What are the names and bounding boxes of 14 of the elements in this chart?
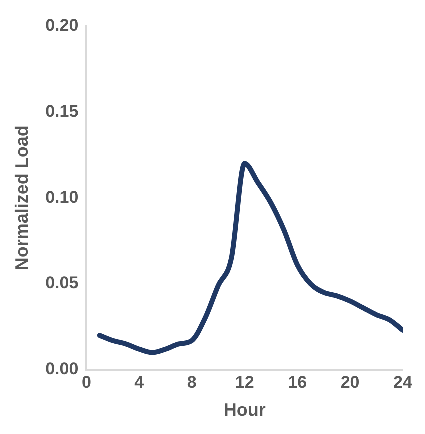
x-tick-label: 0 <box>82 372 92 392</box>
y-tick-label: 0.00 <box>46 360 79 379</box>
x-tick-label: 24 <box>394 372 413 392</box>
x-tick-label: 20 <box>340 372 360 392</box>
x-tick-label: 16 <box>288 372 308 392</box>
y-tick-label: 0.10 <box>46 188 79 207</box>
y-axis-title: Normalized Load <box>12 126 32 271</box>
y-tick-label: 0.15 <box>46 102 79 121</box>
x-tick-label: 8 <box>187 372 197 392</box>
y-tick-label: 0.05 <box>46 274 79 293</box>
y-tick-label: 0.20 <box>46 16 79 35</box>
x-tick-label: 4 <box>134 372 145 392</box>
x-axis-title: Hour <box>224 400 266 420</box>
x-tick-label: 12 <box>235 372 254 392</box>
